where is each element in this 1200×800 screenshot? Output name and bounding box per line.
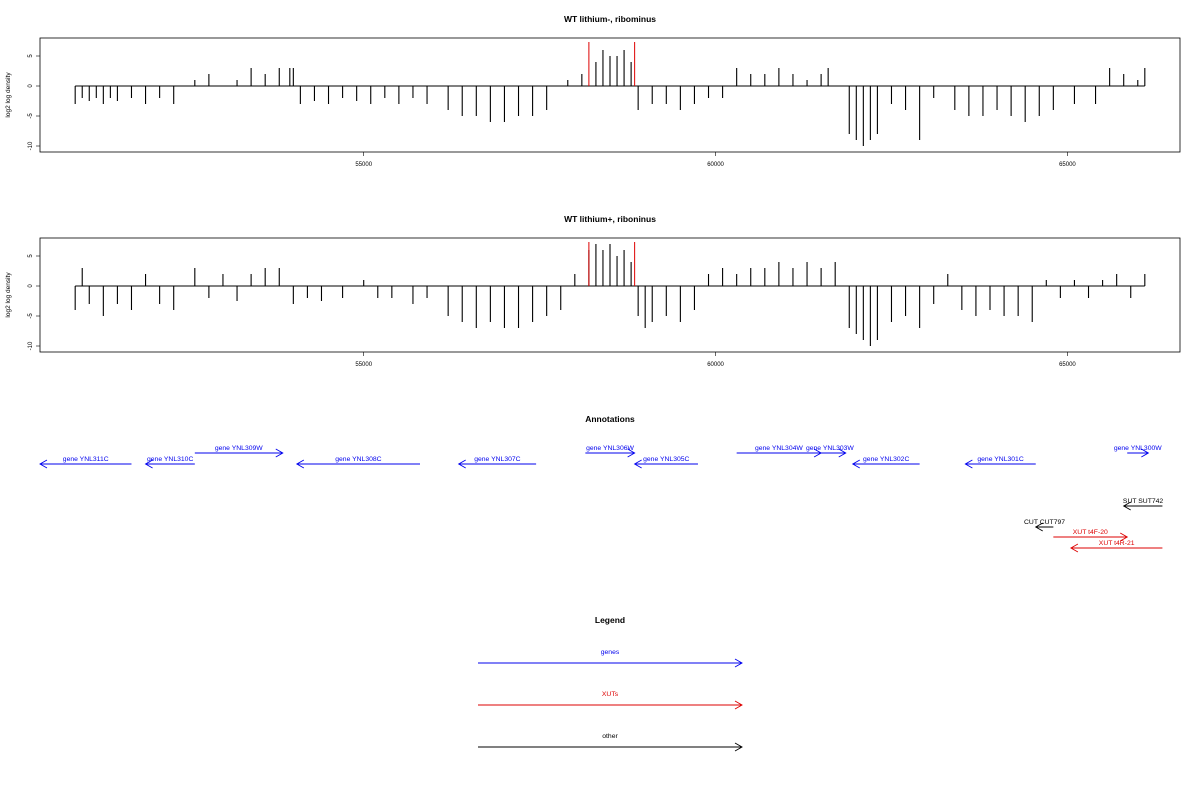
legend-label: XUTs xyxy=(602,691,619,698)
arrow-right-icon xyxy=(734,700,743,710)
legend-label: other xyxy=(602,733,618,740)
legend-label: genes xyxy=(601,649,620,656)
y-tick-label: -5 xyxy=(28,313,34,319)
panel-1-ylabel: log2 log density xyxy=(5,72,12,118)
annotations-title: Annotations xyxy=(585,414,635,424)
y-tick-label: -10 xyxy=(28,141,34,150)
arrow-left-icon xyxy=(1122,501,1131,511)
panel-2-title: WT lithium+, riboninus xyxy=(564,214,656,224)
annotation-feature: gene YNL308C xyxy=(295,456,420,469)
arrow-left-icon xyxy=(39,459,48,469)
annotation-feature: gene YNL303W xyxy=(806,445,854,458)
arrow-left-icon xyxy=(633,459,642,469)
annotation-features: gene YNL311C gene YNL310C gene YNL309W gene… xyxy=(39,445,1164,553)
annotation-feature: SUT SUT742 xyxy=(1122,498,1164,511)
feature-label: gene YNL310C xyxy=(147,456,193,463)
y-tick-label: 0 xyxy=(28,284,34,288)
y-tick-label: 0 xyxy=(28,84,34,88)
panel-2-ylabel: log2 log density xyxy=(5,272,12,318)
feature-label: gene YNL306W xyxy=(586,445,634,452)
feature-label: XUT t4F-20 xyxy=(1073,529,1108,536)
annotation-feature: gene YNL309W xyxy=(194,445,284,458)
feature-label: gene YNL308C xyxy=(335,456,381,463)
arrow-right-icon xyxy=(734,658,743,668)
feature-label: gene YNL309W xyxy=(215,445,263,452)
arrow-right-icon xyxy=(734,742,743,752)
y-tick-label: 5 xyxy=(28,254,34,258)
feature-label: gene YNL300W xyxy=(1114,445,1162,452)
panel-1-title: WT lithium-, ribominus xyxy=(564,14,656,24)
panel-2-axes: -10 -5 0 5 55000 60000 65000 xyxy=(28,254,1076,368)
legend-item: XUTs xyxy=(478,691,743,710)
x-tick-label: 55000 xyxy=(355,362,372,368)
legend-item: other xyxy=(478,733,743,752)
arrow-left-icon xyxy=(457,459,466,469)
arrow-right-icon xyxy=(838,448,847,458)
y-tick-label: -10 xyxy=(28,341,34,350)
panel-2-bars xyxy=(74,242,1146,346)
x-tick-label: 60000 xyxy=(707,162,724,168)
arrow-right-icon xyxy=(275,448,284,458)
panel-1-bars xyxy=(74,42,1146,146)
panel-1-frame xyxy=(39,37,1181,153)
annotation-feature: gene YNL311C xyxy=(39,456,132,469)
annotation-feature: gene YNL305C xyxy=(633,456,698,469)
annotation-feature: gene YNL301C xyxy=(964,456,1036,469)
feature-label: gene YNL301C xyxy=(977,456,1023,463)
annotation-feature: CUT CUT797 xyxy=(1024,519,1065,532)
feature-label: gene YNL304W xyxy=(755,445,803,452)
annotation-feature: gene YNL310C xyxy=(144,456,195,469)
panel-2-frame xyxy=(39,237,1181,353)
y-tick-label: -5 xyxy=(28,113,34,119)
arrow-left-icon xyxy=(964,459,973,469)
arrow-left-icon xyxy=(144,459,153,469)
feature-label: gene YNL311C xyxy=(63,456,109,463)
arrow-right-icon xyxy=(627,448,636,458)
legend-items: genes XUTs other xyxy=(478,649,743,752)
x-tick-label: 65000 xyxy=(1059,362,1076,368)
annotation-feature: gene YNL300W xyxy=(1114,445,1162,458)
annotations-panel: Annotations gene YNL311C gene YNL310Cgene… xyxy=(39,414,1164,553)
arrow-left-icon xyxy=(1070,543,1079,553)
arrow-left-icon xyxy=(851,459,861,469)
arrow-left-icon xyxy=(1034,522,1043,532)
x-tick-label: 55000 xyxy=(355,162,372,168)
feature-label: SUT SUT742 xyxy=(1123,498,1164,505)
panel-lithium-minus: WT lithium-, ribominus log2 log density … xyxy=(5,14,1181,168)
panel-lithium-plus: WT lithium+, riboninus log2 log density … xyxy=(5,214,1181,368)
feature-label: gene YNL305C xyxy=(643,456,689,463)
arrow-right-icon xyxy=(1141,448,1150,458)
legend: Legend genes XUTs other xyxy=(478,615,743,752)
feature-label: XUT t4R-21 xyxy=(1099,540,1135,547)
annotation-feature: gene YNL302C xyxy=(851,456,920,469)
x-tick-label: 60000 xyxy=(707,362,724,368)
y-tick-label: 5 xyxy=(28,54,34,58)
arrow-right-icon xyxy=(1119,532,1129,542)
annotation-feature: gene YNL306W xyxy=(585,445,636,458)
annotation-feature: XUT t4F-20 xyxy=(1053,529,1129,542)
feature-label: gene YNL302C xyxy=(863,456,909,463)
annotation-feature: XUT t4R-21 xyxy=(1070,540,1163,553)
feature-label: gene YNL307C xyxy=(474,456,520,463)
feature-label: CUT CUT797 xyxy=(1024,519,1065,526)
feature-label: gene YNL303W xyxy=(806,445,854,452)
panel-1-axes: -10 -5 0 5 55000 60000 65000 xyxy=(28,54,1076,168)
legend-title: Legend xyxy=(595,615,625,625)
x-tick-label: 65000 xyxy=(1059,162,1076,168)
arrow-left-icon xyxy=(295,459,305,469)
legend-item: genes xyxy=(478,649,743,668)
annotation-feature: gene YNL307C xyxy=(457,456,537,469)
